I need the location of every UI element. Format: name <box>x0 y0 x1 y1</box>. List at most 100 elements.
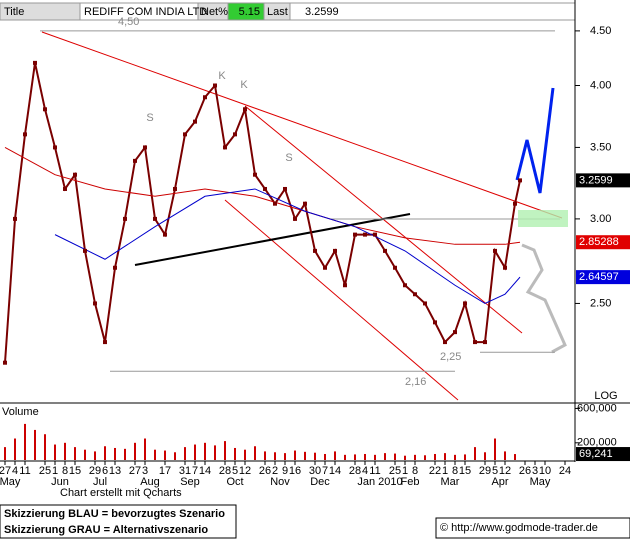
x-tick-label: 25 <box>389 465 401 477</box>
y-tick-label: 2.50 <box>590 297 611 309</box>
close-mark <box>23 132 27 137</box>
volume-bar <box>384 453 386 460</box>
x-tick-label: 13 <box>109 465 121 477</box>
close-mark <box>373 232 377 237</box>
price-tag <box>576 270 630 285</box>
x-tick-label: 24 <box>559 465 571 477</box>
volume-bar <box>54 444 56 460</box>
x-tick-label: 26 <box>519 465 531 477</box>
y-tick-label: 3.50 <box>590 141 611 153</box>
volume-bar <box>34 429 36 460</box>
close-mark <box>213 83 217 88</box>
month-label: Jun <box>51 476 69 488</box>
volume-bar <box>364 453 366 460</box>
x-tick-label: 27 <box>129 465 141 477</box>
close-mark <box>333 248 337 253</box>
x-tick-label: 14 <box>329 465 341 477</box>
x-tick-label: 31 <box>179 465 191 477</box>
close-mark <box>473 340 477 345</box>
x-tick-label: 28 <box>219 465 231 477</box>
trend-line <box>134 213 411 266</box>
x-tick-label: 29 <box>479 465 491 477</box>
volume-bar <box>24 423 26 460</box>
volume-bar <box>294 450 296 460</box>
volume-bar <box>134 442 136 460</box>
x-tick-label: 17 <box>159 465 171 477</box>
close-mark <box>63 186 67 191</box>
close-mark <box>3 360 7 365</box>
volume-bar <box>284 453 286 460</box>
price-tag <box>576 447 630 462</box>
volume-bar <box>104 446 106 460</box>
x-tick-label: 1 <box>52 465 58 477</box>
net-value: 5.15 <box>239 6 260 18</box>
month-label: May <box>0 476 21 488</box>
x-tick-label: 7 <box>192 465 198 477</box>
close-mark <box>413 292 417 297</box>
month-label: Nov <box>270 476 290 488</box>
price-tag-label: 2.64597 <box>579 271 619 283</box>
price-tag <box>576 173 630 188</box>
source-box[interactable] <box>435 517 630 539</box>
volume-bar <box>234 447 236 460</box>
month-label: May <box>530 476 551 488</box>
close-mark <box>183 132 187 137</box>
close-mark <box>113 265 117 270</box>
volume-bar <box>454 454 456 460</box>
y-tick-label: 4.50 <box>590 25 611 37</box>
last-value: 3.2599 <box>305 6 339 18</box>
y-tick-label: 3.00 <box>590 213 611 225</box>
close-mark <box>323 265 327 270</box>
volume-bar <box>144 438 146 460</box>
header-label: Title <box>4 6 24 18</box>
x-tick-label: 15 <box>69 465 81 477</box>
close-mark <box>463 301 467 306</box>
x-tick-label: 5 <box>492 465 498 477</box>
close-mark <box>443 340 447 345</box>
volume-bar <box>244 449 246 460</box>
scale-label: LOG <box>594 390 617 402</box>
volume-bar <box>464 454 466 460</box>
close-mark <box>243 107 247 112</box>
level-label: 2,16 <box>405 376 426 388</box>
volume-bar <box>94 451 96 460</box>
x-tick-label: 26 <box>259 465 271 477</box>
x-tick-label: 27 <box>0 465 11 477</box>
x-tick-label: 8 <box>452 465 458 477</box>
volume-title: Volume <box>2 406 39 418</box>
close-mark <box>193 119 197 124</box>
close-mark <box>293 216 297 221</box>
close-mark <box>493 248 497 253</box>
volume-bar <box>374 454 376 460</box>
series-line <box>54 188 521 305</box>
header-cell <box>263 2 291 21</box>
volume-bar <box>264 451 266 460</box>
close-mark <box>233 132 237 137</box>
close-mark <box>273 201 277 206</box>
x-tick-label: 1 <box>402 465 408 477</box>
level-label: 2,25 <box>440 351 461 363</box>
month-label: Sep <box>180 476 200 488</box>
source[interactable]: © http://www.godmode-trader.de <box>440 522 598 534</box>
x-tick-label: 7 <box>322 465 328 477</box>
volume-bar <box>274 452 276 460</box>
y-tick-label: 4.00 <box>590 79 611 91</box>
legend-text: Skizzierung BLAU = bevorzugtes Szenario <box>4 508 225 520</box>
close-mark <box>223 145 227 150</box>
target-zone <box>518 210 568 227</box>
x-tick-label: 4 <box>12 465 18 477</box>
close-mark <box>263 186 267 191</box>
x-tick-label: 25 <box>39 465 51 477</box>
volume-bar <box>324 453 326 460</box>
close-mark <box>283 186 287 191</box>
close-mark <box>343 283 347 288</box>
volume-bar <box>504 451 506 460</box>
series-line <box>4 146 521 245</box>
header-cell <box>0 2 81 21</box>
volume-bar <box>174 452 176 460</box>
price-tag-label: 3.2599 <box>579 174 613 186</box>
series-line <box>4 62 521 363</box>
close-mark <box>153 216 157 221</box>
close-mark <box>483 340 487 345</box>
close-mark <box>173 186 177 191</box>
